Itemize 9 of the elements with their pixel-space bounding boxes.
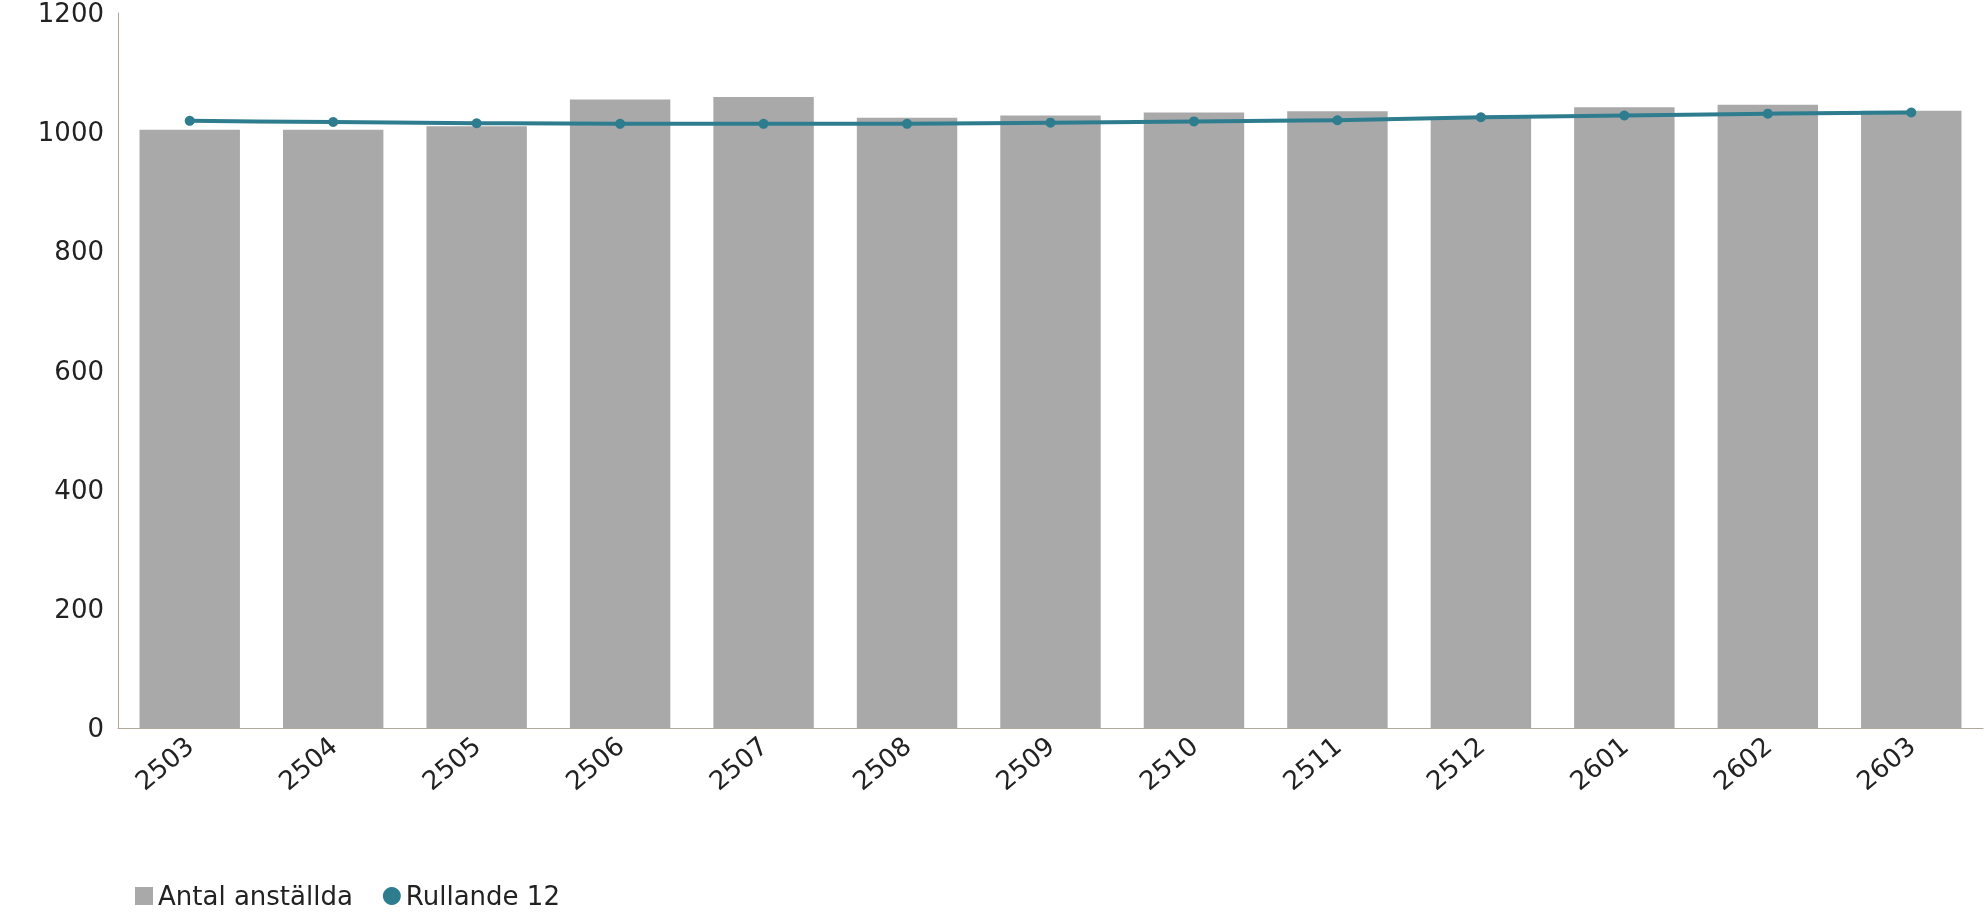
y-tick-label: 800 <box>54 236 104 267</box>
y-tick-label: 0 <box>87 713 104 743</box>
legend-label: Rullande 12 <box>405 881 560 911</box>
y-tick-label: 600 <box>54 355 104 386</box>
y-tick-label: 1200 <box>37 0 104 28</box>
y-tick-label: 400 <box>54 474 104 505</box>
y-tick-label: 200 <box>54 593 104 624</box>
y-tick-label: 1000 <box>37 117 104 148</box>
legend-label: Antal anställda <box>158 881 353 911</box>
